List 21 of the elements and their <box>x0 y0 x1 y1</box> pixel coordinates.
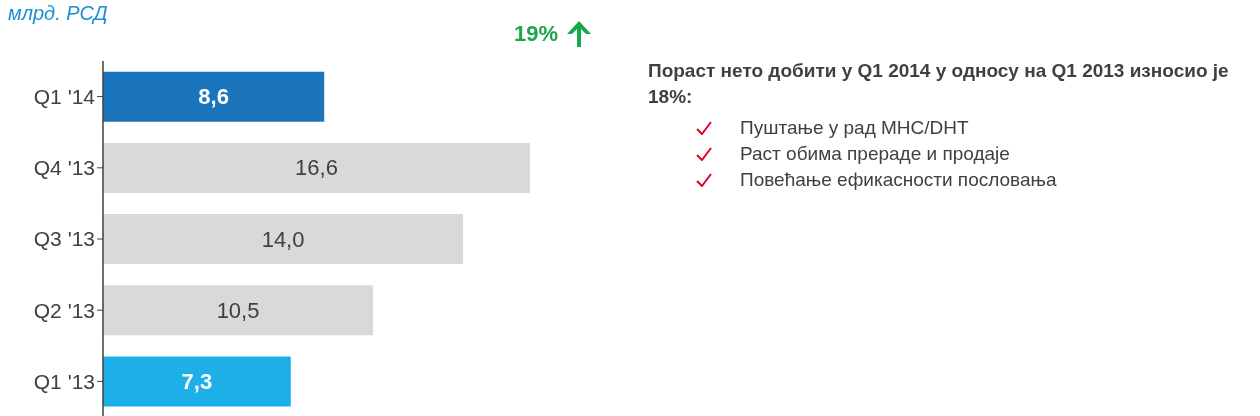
text: Пораст нето добити у Q1 2014 у односу на Q1 2013 износио је 18%: <box>648 59 1230 109</box>
bar <box>103 356 291 407</box>
data-label: 8,6 <box>198 84 229 110</box>
data-label: 16,6 <box>295 155 338 181</box>
text: Раст обима прераде и продаје <box>740 143 1010 165</box>
y-tick-label: Q3 '13 <box>33 227 95 251</box>
data-label: 7,3 <box>181 368 213 394</box>
bar <box>103 214 464 265</box>
text: 19% <box>514 21 559 47</box>
y-tick-label: Q1 '14 <box>33 85 96 109</box>
chart-title: млрд. РСД <box>8 2 108 25</box>
y-tick-label: Q4 '13 <box>33 156 95 180</box>
text: Пуштање у рад MHC/DHT <box>740 117 969 139</box>
text: Повећање ефикасности пословања <box>740 169 1057 191</box>
y-tick-label: Q2 '13 <box>33 298 95 322</box>
y-tick-label: Q1 '13 <box>33 369 95 393</box>
bar <box>103 71 325 122</box>
bar <box>103 142 530 193</box>
data-label: 10,5 <box>216 297 260 323</box>
bar <box>103 285 374 336</box>
data-label: 14,0 <box>261 226 305 252</box>
